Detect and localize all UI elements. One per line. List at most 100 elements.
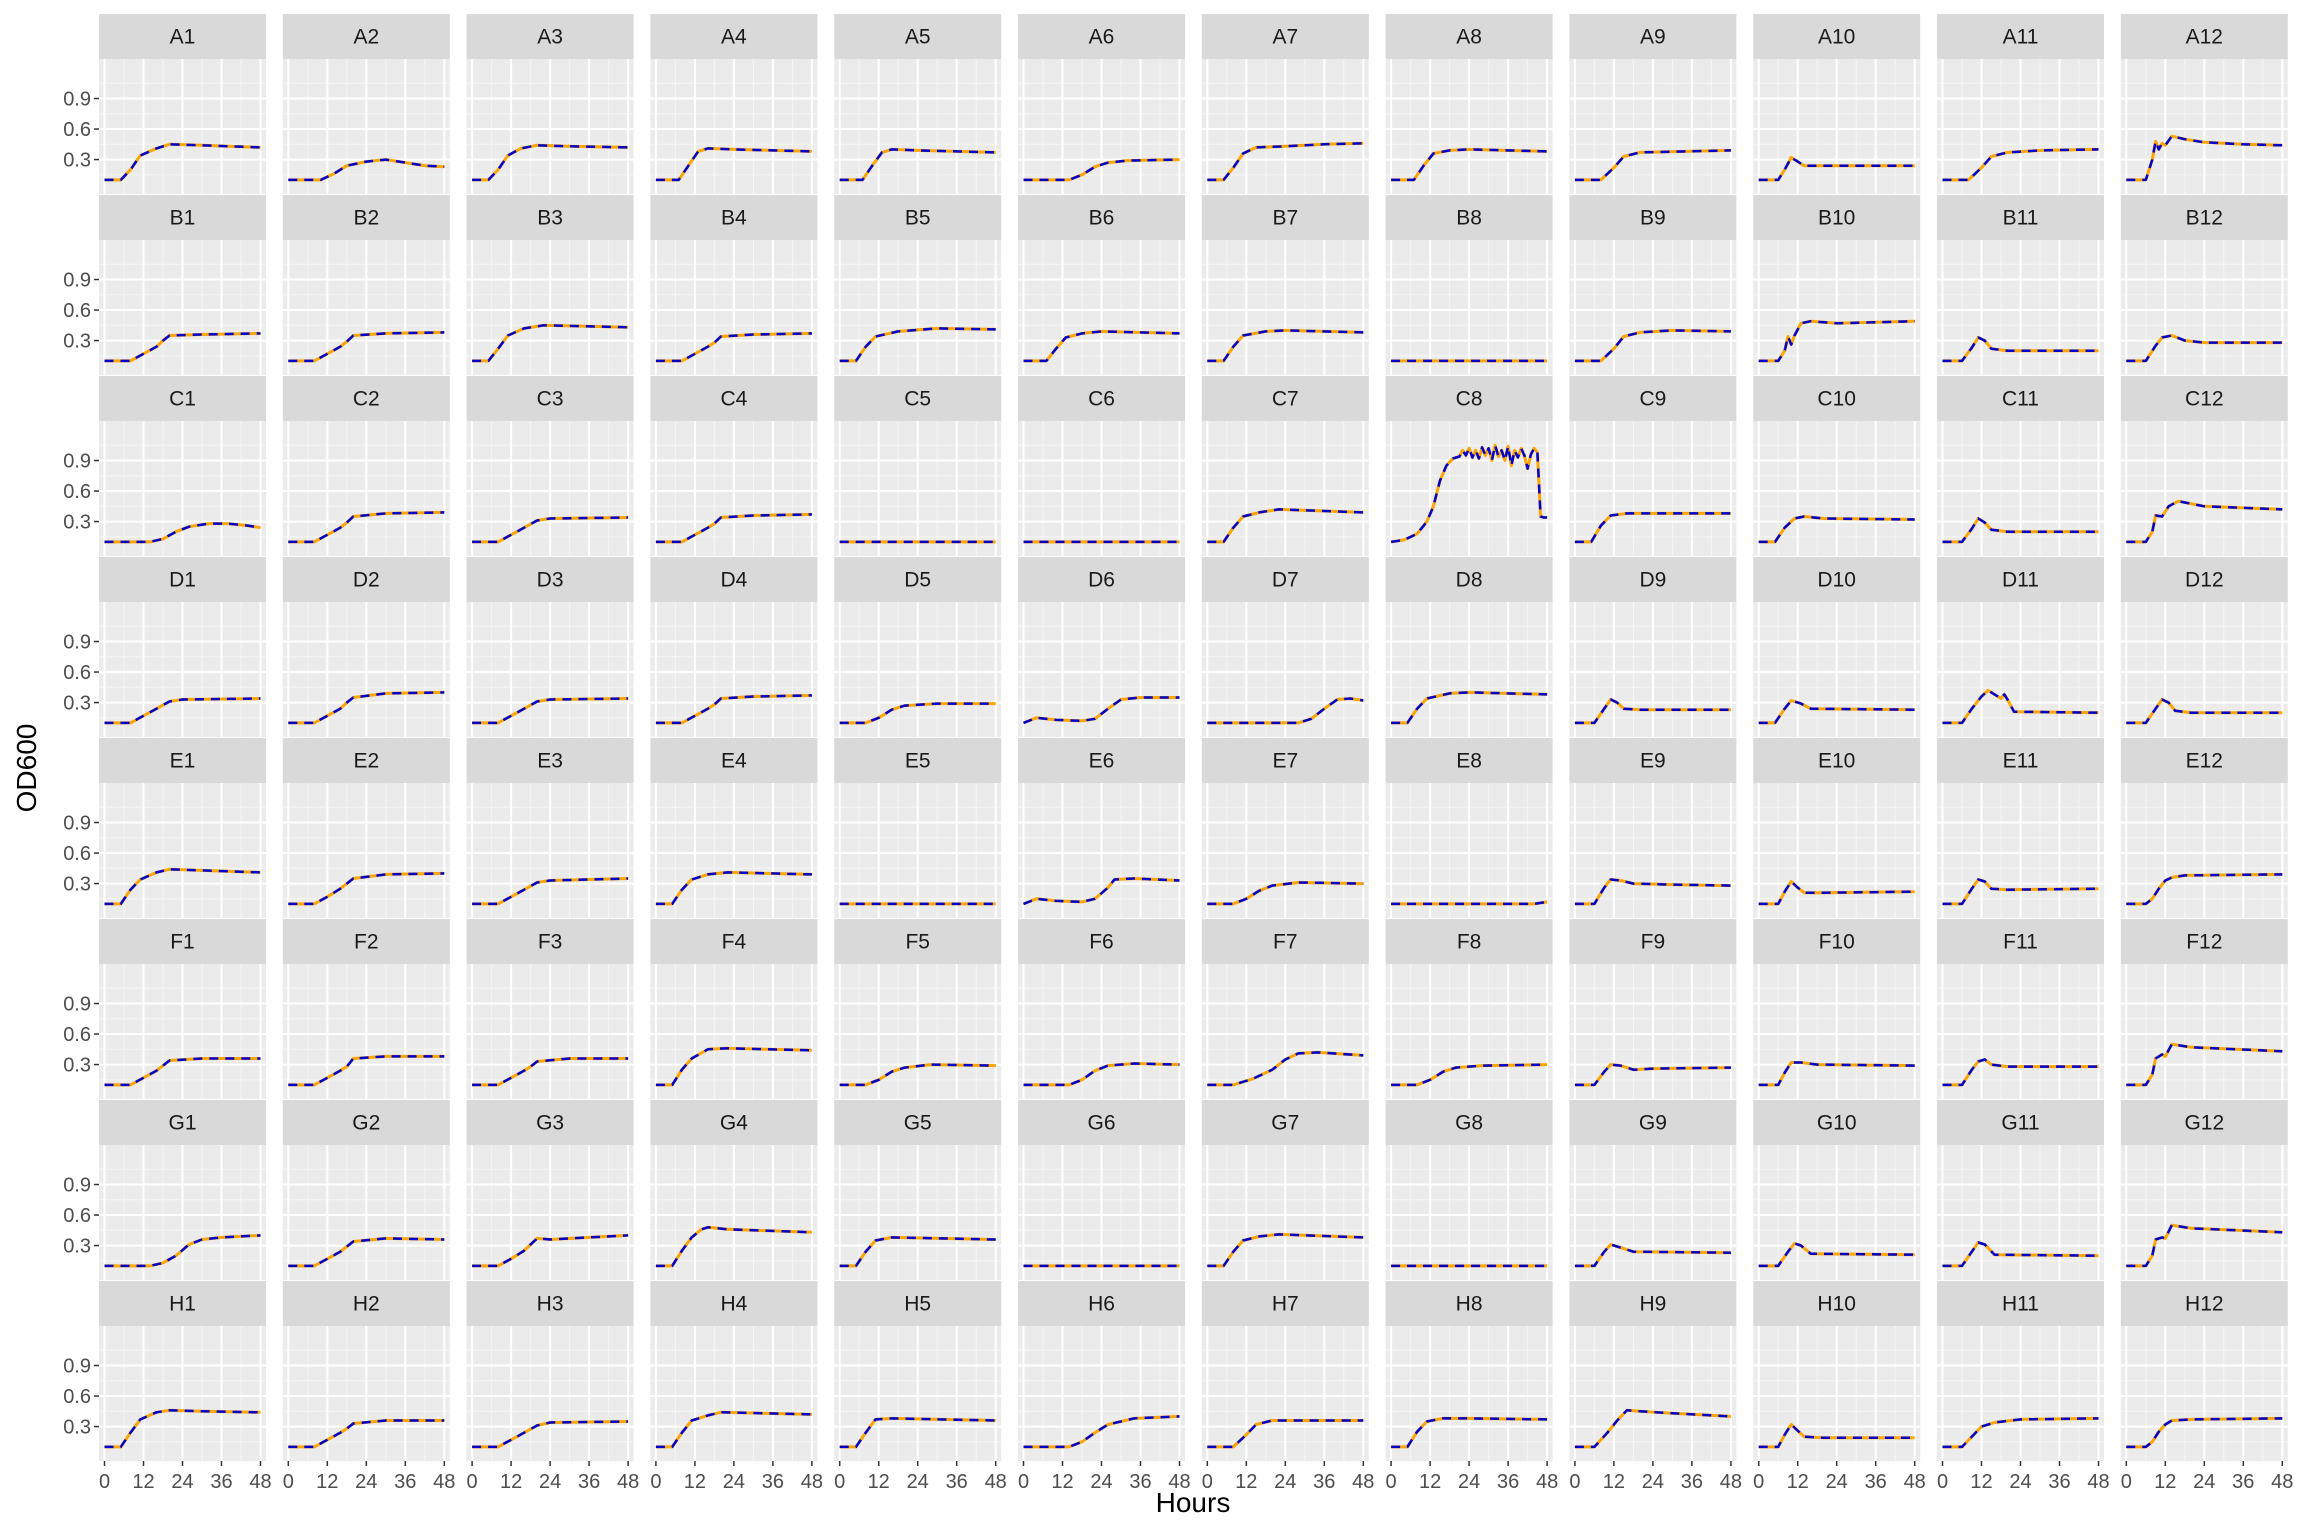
x-tick-label: 0 [1569, 1471, 1580, 1493]
strip-H1 [99, 1281, 266, 1326]
series-fitted-E4 [655, 871, 812, 906]
x-tick-label: 12 [1419, 1471, 1441, 1493]
x-tick-label: 12 [1235, 1471, 1257, 1493]
strip-label-C6: C6 [1088, 388, 1115, 411]
strip-A7 [1201, 14, 1369, 59]
panel-F4: F4 [650, 919, 818, 1099]
panel-E5: E5 [834, 738, 1002, 918]
strip-A6 [1018, 14, 1185, 59]
panel-E1: E1 0.3 0.6 0.9 [63, 738, 266, 918]
strip-label-C9: C9 [1639, 388, 1666, 411]
x-tick-label: 24 [171, 1471, 193, 1493]
strip-label-B9: B9 [1640, 207, 1666, 230]
panel-H6: H6 0 12 24 36 48 [1018, 1281, 1191, 1493]
strip-label-B4: B4 [721, 207, 747, 230]
panel-A4: A4 [650, 14, 818, 194]
series-fitted-H2 [288, 1419, 445, 1449]
panel-A6: A6 [1018, 14, 1185, 194]
x-tick-label: 24 [1090, 1471, 1112, 1493]
y-tick-label: 0.3 [63, 693, 91, 715]
strip-label-H6: H6 [1088, 1293, 1115, 1316]
strip-F11 [1937, 919, 2104, 964]
series-fitted-E6 [1023, 877, 1180, 906]
strip-label-C1: C1 [169, 388, 196, 411]
strip-A9 [1569, 14, 1737, 59]
strip-H11 [1937, 1281, 2104, 1326]
series-fitted-A8 [1391, 148, 1548, 182]
strip-label-A6: A6 [1089, 26, 1115, 49]
strip-D3 [466, 557, 634, 602]
panel-A7: A7 [1201, 14, 1369, 194]
strip-label-C3: C3 [537, 388, 564, 411]
series-fitted-C9 [1574, 512, 1731, 544]
strip-A5 [834, 14, 1002, 59]
strip-label-D12: D12 [2185, 569, 2224, 592]
x-tick-label: 48 [1720, 1471, 1742, 1493]
x-tick-label: 36 [946, 1471, 968, 1493]
strip-label-D1: D1 [169, 569, 196, 592]
strip-C12 [2120, 376, 2288, 421]
strip-G11 [1937, 1100, 2104, 1145]
strip-label-D7: D7 [1272, 569, 1299, 592]
series-fitted-B2 [288, 331, 445, 363]
strip-B3 [466, 195, 634, 240]
panel-B4: B4 [650, 195, 818, 375]
y-tick-label: 0.6 [63, 843, 91, 865]
series-fitted-B1 [104, 332, 261, 363]
strip-G9 [1569, 1100, 1737, 1145]
panel-F5: F5 [834, 919, 1002, 1099]
panel-C5: C5 [834, 376, 1002, 556]
series-fitted-C2 [288, 511, 445, 544]
panel-C3: C3 [466, 376, 634, 556]
strip-label-A3: A3 [537, 26, 563, 49]
strip-label-E7: E7 [1272, 750, 1298, 773]
panel-F11: F11 [1937, 919, 2104, 1099]
panel-E8: E8 [1385, 738, 1553, 918]
strip-E8 [1385, 738, 1553, 783]
x-tick-label: 0 [467, 1471, 478, 1493]
strip-E11 [1937, 738, 2104, 783]
strip-label-E2: E2 [353, 750, 379, 773]
y-axis-title: OD600 [11, 724, 42, 813]
x-tick-label: 36 [1681, 1471, 1703, 1493]
y-tick-label: 0.3 [63, 1236, 91, 1258]
panel-C2: C2 [282, 376, 450, 556]
y-tick-label: 0.3 [63, 1055, 91, 1077]
series-fitted-F5 [839, 1063, 996, 1087]
series-fitted-D8 [1391, 691, 1548, 725]
strip-A12 [2120, 14, 2288, 59]
y-tick-label: 0.3 [63, 331, 91, 353]
x-tick-label: 36 [1497, 1471, 1519, 1493]
series-fitted-G11 [1942, 1241, 2099, 1268]
series-observed-A6 [1023, 158, 1180, 182]
strip-H10 [1753, 1281, 1921, 1326]
series-fitted-F9 [1574, 1063, 1731, 1087]
strip-G2 [282, 1100, 450, 1145]
panel-B9: B9 [1569, 195, 1737, 375]
strip-label-G11: G11 [2001, 1112, 2039, 1135]
strip-C9 [1569, 376, 1737, 421]
strip-label-G4: G4 [720, 1112, 748, 1135]
x-tick-label: 24 [1642, 1471, 1664, 1493]
strip-label-G10: G10 [1817, 1112, 1857, 1135]
strip-E2 [282, 738, 450, 783]
panel-G6: G6 [1018, 1100, 1185, 1280]
y-tick-label: 0.6 [63, 481, 91, 503]
panel-A3: A3 [466, 14, 634, 194]
strip-E7 [1201, 738, 1369, 783]
panel-D11: D11 [1937, 557, 2104, 737]
strip-G10 [1753, 1100, 1921, 1145]
panel-H11: H11 0 12 24 36 48 [1937, 1281, 2110, 1493]
panel-D2: D2 [282, 557, 450, 737]
x-tick-label: 48 [2271, 1471, 2293, 1493]
series-fitted-H5 [839, 1417, 996, 1449]
strip-label-A12: A12 [2186, 26, 2223, 49]
strip-F5 [834, 919, 1002, 964]
series-fitted-C10 [1758, 515, 1915, 544]
panel-H1: H1 0.3 0.6 0.9 0 12 24 36 48 [63, 1281, 272, 1493]
strip-G8 [1385, 1100, 1553, 1145]
strip-B4 [650, 195, 818, 240]
series-fitted-G3 [472, 1234, 629, 1268]
x-tick-label: 12 [2154, 1471, 2176, 1493]
series-fitted-D1 [104, 697, 261, 725]
